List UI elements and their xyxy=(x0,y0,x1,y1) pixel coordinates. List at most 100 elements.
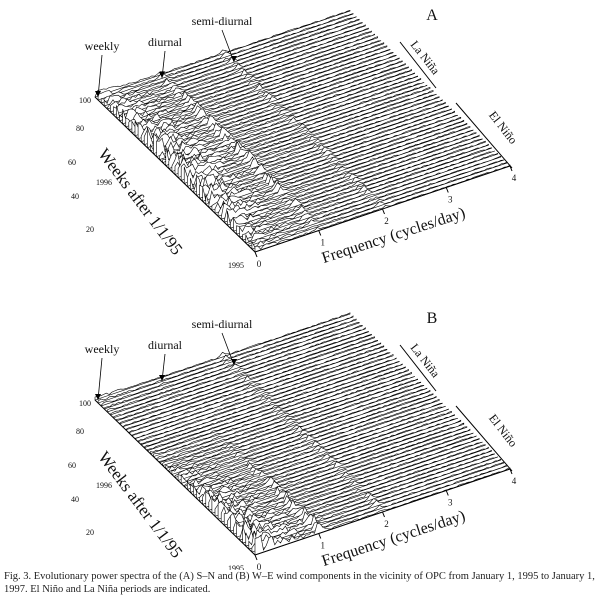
spectrum-trace xyxy=(128,42,385,131)
x-tick-label: 3 xyxy=(448,195,453,205)
spectrum-trace xyxy=(143,361,400,449)
spectrum-trace xyxy=(196,410,452,499)
spectrum-trace xyxy=(208,119,465,208)
annotation-arrow xyxy=(97,54,103,98)
x-tick xyxy=(382,511,385,518)
spectrum-trace xyxy=(242,152,499,241)
spectrum-trace xyxy=(233,143,489,232)
spectrum-trace xyxy=(220,132,477,220)
x-tick-label: 3 xyxy=(448,498,453,508)
spectrum-trace xyxy=(110,24,366,113)
spectrum-trace xyxy=(171,387,428,475)
x-tick-label: 0 xyxy=(257,259,262,269)
spectrum-trace xyxy=(137,52,394,140)
spectrum-trace xyxy=(248,159,505,247)
year-label: 1996 xyxy=(96,178,112,187)
spectrum-trace xyxy=(140,357,397,446)
annotation-arrow xyxy=(97,357,103,401)
y-tick-label: 80 xyxy=(76,124,84,133)
arrow-head xyxy=(159,72,165,78)
period-bracket xyxy=(399,41,437,89)
spectrum-trace xyxy=(165,381,422,469)
x-tick xyxy=(509,468,513,475)
spectrum-trace xyxy=(119,336,375,425)
spectrum-trace xyxy=(137,354,394,443)
spectrum-trace xyxy=(125,40,382,128)
annotation: El Niño xyxy=(486,108,520,146)
spectrum-trace xyxy=(128,345,385,434)
spectrum-trace xyxy=(251,161,508,250)
y-tick-label: 60 xyxy=(68,158,76,167)
spectrum-trace xyxy=(150,366,406,455)
annotation: El Niño xyxy=(486,411,520,449)
arrow-head xyxy=(231,359,237,365)
year-label: 1996 xyxy=(96,481,112,490)
spectrum-trace xyxy=(134,352,391,440)
spectrum-trace xyxy=(190,405,446,493)
y-tick-label: 40 xyxy=(71,192,79,201)
spectrum-trace xyxy=(193,408,449,496)
arrow-head xyxy=(95,394,101,400)
spectrum-trace xyxy=(103,322,360,410)
spectrum-trace xyxy=(100,318,357,407)
annotation: diurnal xyxy=(148,35,183,49)
x-tick-label: 2 xyxy=(384,216,389,226)
y-tick-label: 60 xyxy=(68,461,76,470)
x-tick xyxy=(318,533,322,539)
spectrum-trace xyxy=(217,129,474,217)
annotation: weekly xyxy=(85,39,120,53)
period-bracket xyxy=(455,102,513,169)
spectrum-trace xyxy=(94,10,351,98)
spectrum-trace xyxy=(122,36,379,125)
x-tick-label: 0 xyxy=(257,562,262,570)
spectrum-trace xyxy=(113,330,369,419)
x-tick xyxy=(254,554,258,561)
y-tick-label: 80 xyxy=(76,427,84,436)
spectrum-trace xyxy=(116,30,372,119)
x-tick-label: 4 xyxy=(512,476,517,486)
spectrum-trace xyxy=(106,325,363,413)
year-label: 1995 xyxy=(228,261,244,270)
x-tick-label: 1 xyxy=(321,541,326,551)
spectrum-trace xyxy=(97,315,354,404)
annotation: semi-diurnal xyxy=(192,14,253,28)
x-tick-label: 2 xyxy=(384,519,389,529)
spectrum-trace xyxy=(168,384,425,472)
y-tick-label: 100 xyxy=(79,399,91,408)
spectrum-trace xyxy=(156,371,412,461)
x-tick xyxy=(509,165,513,172)
spectrum-trace xyxy=(183,398,440,487)
spectrum-trace xyxy=(208,422,465,511)
y-tick-label: 100 xyxy=(79,96,91,105)
annotation: semi-diurnal xyxy=(192,317,253,331)
spectrum-trace xyxy=(162,378,419,466)
arrow-head xyxy=(159,375,165,381)
x-tick xyxy=(382,208,385,215)
spectrum-trace xyxy=(183,96,440,184)
spectrum-trace xyxy=(230,140,486,229)
x-tick xyxy=(445,490,449,496)
x-tick xyxy=(445,187,449,193)
spectrum-trace xyxy=(159,376,415,464)
y-axis xyxy=(94,399,256,556)
spectrum-trace xyxy=(174,389,431,478)
panel-label: B xyxy=(427,310,438,327)
spectrum-trace xyxy=(116,333,372,422)
spectrum-trace xyxy=(180,395,437,484)
spectrum-trace xyxy=(190,101,446,190)
spectrum-trace xyxy=(146,363,403,452)
spectrum-trace xyxy=(106,22,363,110)
spectrum-trace xyxy=(153,369,409,458)
arrow-head xyxy=(231,56,237,62)
x-tick-label: 4 xyxy=(512,173,517,183)
spectrum-trace xyxy=(97,13,354,101)
y-axis xyxy=(94,96,256,253)
spectrum-trace xyxy=(177,90,434,178)
period-bracket xyxy=(399,344,437,392)
spectrum-trace xyxy=(245,155,502,244)
y-tick-label: 20 xyxy=(86,225,94,234)
y-tick-label: 40 xyxy=(71,495,79,504)
caption: Fig. 3. Evolutionary power spectra of th… xyxy=(4,571,595,595)
